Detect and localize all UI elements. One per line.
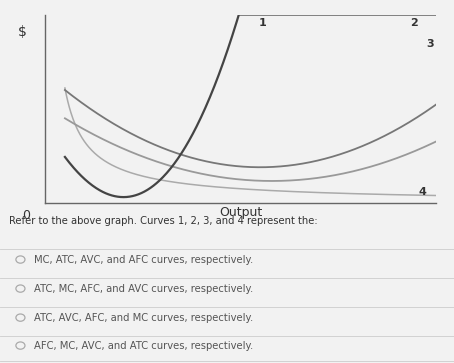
Text: 3: 3 — [426, 39, 434, 49]
Text: MC, ATC, AVC, and AFC curves, respectively.: MC, ATC, AVC, and AFC curves, respective… — [34, 254, 253, 265]
Text: 0: 0 — [22, 209, 30, 222]
Text: AFC, MC, AVC, and ATC curves, respectively.: AFC, MC, AVC, and ATC curves, respective… — [34, 340, 253, 351]
Text: 4: 4 — [418, 187, 426, 197]
Text: Refer to the above graph. Curves 1, 2, 3, and 4 represent the:: Refer to the above graph. Curves 1, 2, 3… — [9, 216, 318, 226]
X-axis label: Output: Output — [219, 206, 262, 219]
Text: ATC, MC, AFC, and AVC curves, respectively.: ATC, MC, AFC, and AVC curves, respective… — [34, 284, 253, 294]
Text: 1: 1 — [258, 18, 266, 28]
Text: $: $ — [18, 25, 26, 39]
Text: ATC, AVC, AFC, and MC curves, respectively.: ATC, AVC, AFC, and MC curves, respective… — [34, 313, 253, 323]
Text: 2: 2 — [410, 18, 418, 28]
